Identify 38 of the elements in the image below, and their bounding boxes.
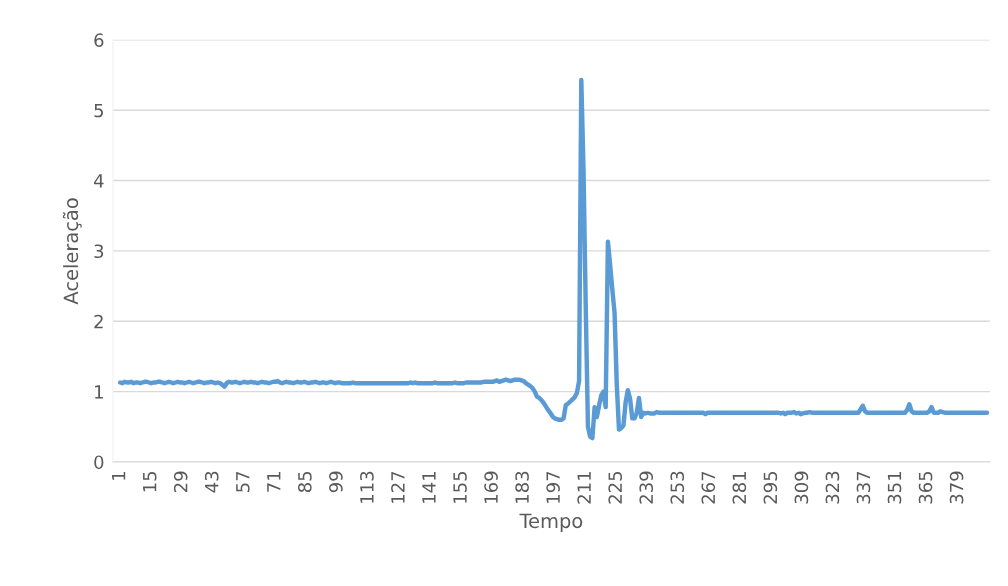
x-tick-label: 379 xyxy=(949,471,964,504)
x-tick-label: 197 xyxy=(546,471,560,503)
y-tick-label: 2 xyxy=(94,314,103,329)
y-tick-label: 6 xyxy=(94,33,104,47)
x-tick-label: 323 xyxy=(825,471,840,504)
x-tick-label: 43 xyxy=(204,471,219,493)
x-tick-label: 239 xyxy=(639,471,654,504)
x-tick-label: 253 xyxy=(670,471,685,504)
x-tick-label: 85 xyxy=(298,471,312,493)
x-tick-label: 169 xyxy=(484,471,498,503)
x-tick-label: 113 xyxy=(360,471,374,503)
y-axis-title: Aceleração xyxy=(62,198,82,305)
x-tick-label: 127 xyxy=(391,471,405,503)
x-tick-label: 57 xyxy=(236,471,250,492)
y-tick-label: 1 xyxy=(95,385,103,399)
x-tick-label: 155 xyxy=(453,471,467,503)
x-axis-title: Tempo xyxy=(519,513,583,532)
x-tick-label: 99 xyxy=(329,471,343,493)
x-tick-label: 337 xyxy=(856,471,871,504)
line-series xyxy=(117,77,990,441)
x-tick-label: 351 xyxy=(887,472,902,504)
x-tick-label: 141 xyxy=(422,472,436,503)
x-tick-label: 183 xyxy=(515,471,529,503)
x-tick-label: 71 xyxy=(267,472,281,492)
x-tick-label: 309 xyxy=(794,471,809,504)
x-tick-label: 295 xyxy=(763,471,778,504)
x-tick-label: 365 xyxy=(918,471,933,504)
x-tick-label: 225 xyxy=(608,471,623,504)
x-tick-label: 1 xyxy=(112,472,126,480)
y-tick-label: 5 xyxy=(94,103,103,118)
x-tick-label: 267 xyxy=(701,471,716,504)
x-tick-label: 211 xyxy=(577,472,591,504)
x-tick-label: 281 xyxy=(732,472,747,504)
x-tick-label: 29 xyxy=(173,471,188,492)
y-tick-label: 0 xyxy=(94,455,104,470)
x-tick-label: 15 xyxy=(143,471,157,492)
y-tick-label: 3 xyxy=(94,244,104,259)
y-tick-label: 4 xyxy=(93,174,104,188)
